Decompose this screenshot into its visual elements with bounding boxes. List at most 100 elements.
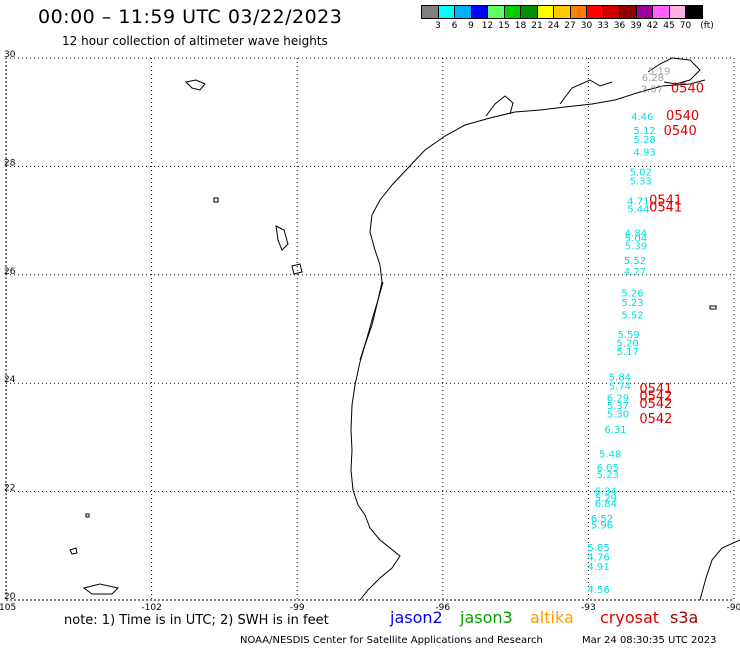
lat-tick-label: 30	[4, 50, 16, 60]
wave-height-value: 4.46	[631, 112, 653, 123]
wave-height-value: 6.34	[595, 486, 617, 497]
map-subtitle: 12 hour collection of altimeter wave hei…	[62, 34, 328, 48]
wave-height-value: 5.04	[625, 234, 647, 245]
wave-height-value: 6.52	[591, 514, 613, 525]
wave-height-value: 5.59	[618, 330, 640, 341]
color-swatch	[668, 5, 686, 19]
color-scale-tick: 36	[613, 21, 626, 31]
color-scale-tick: 30	[580, 21, 593, 31]
wave-height-value: 5.52	[624, 256, 646, 267]
wave-height-value: 6.31	[604, 425, 626, 436]
color-scale-tick: 18	[514, 21, 527, 31]
color-swatch	[454, 5, 472, 19]
wave-height-value: 5.23	[597, 470, 619, 481]
wave-height-value: 5.23	[621, 298, 643, 309]
wave-height-value: 5.20	[617, 338, 639, 349]
color-scale-tick: 42	[646, 21, 659, 31]
wave-height-value: 5.29	[595, 493, 617, 504]
color-scale-tick: 45	[663, 21, 675, 31]
wave-height-value: 5.39	[625, 241, 647, 252]
barrier-island	[359, 281, 384, 361]
color-swatch	[652, 5, 670, 19]
lon-tick-label: -105	[0, 603, 16, 613]
pass-time-label: 0540	[671, 82, 704, 97]
gulf-coast-shoreline	[350, 79, 706, 601]
wave-height-value: 4.77	[624, 267, 646, 278]
wave-height-value: 5.37	[607, 401, 629, 412]
color-swatch	[503, 5, 521, 19]
wave-height-value: 5.33	[630, 176, 652, 187]
satellite-legend-altika: altika	[530, 608, 574, 627]
yucatan-coast	[699, 539, 740, 601]
satellite-legend-jason3: jason3	[460, 608, 513, 627]
color-swatch	[602, 5, 620, 19]
color-scale-tick: 9	[468, 21, 474, 31]
color-swatch	[553, 5, 571, 19]
pass-time-label: 0542	[639, 412, 672, 427]
wave-height-value: 5.84	[609, 372, 631, 383]
wave-height-value: 5.12	[634, 126, 656, 137]
lat-tick-label: 24	[4, 375, 16, 385]
wave-height-value: 5.02	[630, 168, 652, 179]
color-swatch	[586, 5, 604, 19]
wave-height-value: 5.30	[607, 409, 629, 420]
pass-time-label: 0542	[639, 397, 672, 412]
color-scale-tick: 24	[547, 21, 560, 31]
lon-tick-label: -99	[290, 603, 305, 613]
map-title: 00:00 – 11:59 UTC 03/22/2023	[38, 6, 343, 28]
wave-height-value: 4.91	[587, 562, 609, 573]
color-swatch	[536, 5, 554, 19]
pass-time-label: 0541	[649, 193, 682, 208]
lat-tick-label: 26	[4, 267, 16, 277]
satellite-legend-jason2: jason2	[390, 608, 443, 627]
wave-height-observations: 5.196.282.07 4.46 5.125.28 4.93 5.025.33 4.71…	[587, 66, 670, 596]
wave-height-value: 5.52	[621, 311, 643, 322]
wave-height-value: 4.93	[634, 148, 656, 159]
color-swatch	[569, 5, 587, 19]
wave-height-value: 5.96	[591, 520, 613, 531]
wave-height-value: 6.29	[607, 394, 629, 405]
color-scale-unit: (ft)	[700, 21, 714, 31]
wave-height-value: 4.71	[627, 196, 649, 207]
pass-time-label: 0542	[639, 390, 672, 405]
generation-timestamp: Mar 24 08:30:35 UTC 2023	[582, 635, 717, 646]
color-swatch	[635, 5, 653, 19]
color-scale-tick: 21	[531, 21, 543, 31]
islands	[69, 79, 717, 595]
lake	[485, 95, 514, 117]
wave-height-value: 5.17	[617, 347, 639, 358]
wave-height-value: 6.05	[597, 463, 619, 474]
color-scale-tick: 15	[498, 21, 510, 31]
pass-time-label: 0541	[639, 382, 672, 397]
lat-tick-label: 20	[4, 592, 16, 602]
wave-height-value: 6.28	[642, 73, 664, 84]
footer-note: note: 1) Time is in UTC; 2) SWH is in fe…	[64, 613, 329, 628]
wave-height-value: 4.56	[587, 585, 609, 596]
coastline	[350, 57, 740, 601]
color-swatch	[487, 5, 505, 19]
wave-height-value: 4.84	[625, 228, 647, 239]
wave-height-value: 5.48	[599, 449, 621, 460]
wave-height-value: 5.28	[634, 135, 656, 146]
delta	[647, 57, 701, 85]
wave-height-value: 5.44	[627, 204, 649, 215]
color-swatch	[619, 5, 637, 19]
color-scale-tick: 6	[451, 21, 458, 31]
color-swatch	[520, 5, 538, 19]
color-swatch	[421, 5, 439, 19]
wave-height-value: 5.26	[621, 288, 643, 299]
pass-time-label: 0540	[664, 124, 697, 139]
lon-tick-label: -93	[581, 603, 596, 613]
color-scale-tick: 70	[679, 21, 692, 31]
color-swatch	[685, 5, 703, 19]
bay	[559, 79, 613, 105]
color-scale-tick: 27	[564, 21, 576, 31]
map-frame	[5, 57, 735, 601]
wave-height-value: 5.19	[648, 66, 670, 77]
color-swatch	[437, 5, 455, 19]
lon-tick-label: -90	[727, 603, 740, 613]
satellite-legend-cryosat: cryosat	[600, 608, 660, 627]
